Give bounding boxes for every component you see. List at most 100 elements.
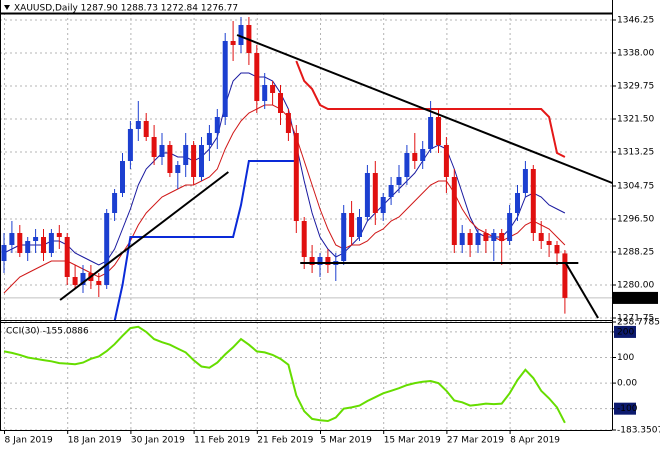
candle-body [499,233,505,241]
candle-body [1,245,7,261]
candle-body [491,233,497,241]
candle-body [530,169,536,233]
candle-body [538,233,544,241]
trendline [564,262,599,319]
candle-body [214,117,220,133]
y-tick-label: 238.7785 [617,318,660,328]
candle-body [301,221,307,257]
y-tick-label: 1338.00 [617,49,654,59]
candle-body [127,129,133,161]
y-tick-label: 1280.00 [617,281,654,291]
candle-body [317,257,323,265]
candle-body [96,281,102,285]
overlay-line [3,72,566,266]
candle-body [396,177,402,185]
candle-body [475,233,481,245]
candle-body [546,241,552,245]
x-tick-label: 30 Jan 2019 [131,436,185,446]
candle-body [230,41,236,45]
x-tick-label: 8 Jan 2019 [5,436,53,446]
candle-body [72,277,78,285]
candle-body [151,137,157,157]
candle-body [104,213,110,285]
y-tick-label: 1304.75 [617,182,654,192]
candle-body [183,145,189,165]
indicator-title: CCI(30) -155.0886 [6,327,89,337]
candle-body [293,133,299,221]
x-tick-label: 18 Jan 2019 [68,436,122,446]
candle-body [191,145,197,177]
candle-body [64,237,70,277]
candle-body [143,121,149,137]
overlay-line [113,160,297,322]
last-price-label: 1276.77 [617,293,654,303]
candle-body [25,241,31,253]
candle-body [443,145,449,177]
marks-layer [1,17,613,424]
trendline [236,34,613,184]
candle-body [562,253,568,298]
y-tick-label: 100 [617,353,634,363]
candle-body [56,233,62,237]
candle-body [380,197,386,213]
y-tick-label: -183.3507 [617,426,660,436]
x-tick-label: 21 Feb 2019 [257,436,313,446]
x-tick-label: 11 Feb 2019 [194,436,250,446]
candle-body [341,213,347,261]
overlay-line [3,104,566,294]
last-price-box [613,291,658,304]
candle-body [309,257,315,265]
candle-body [554,245,560,254]
level-marker [614,402,636,415]
candle-body [80,273,86,285]
candle-body [175,165,181,173]
candle-body [522,169,528,193]
candle-body [167,145,173,173]
candle-body [451,177,457,245]
y-tick-label: 1346.25 [617,16,654,26]
x-tick-label: 5 Mar 2019 [321,436,373,446]
title-icon [4,5,10,10]
candle-body [159,145,165,157]
candle-body [428,117,434,149]
candle-body [199,145,204,177]
indicator-line [3,325,566,424]
candle-body [388,185,394,197]
candle-body [459,233,465,245]
candle-body [372,173,378,213]
y-tick-label: 1296.50 [617,215,654,225]
x-tick-label: 27 Mar 2019 [447,436,504,446]
candle-body [357,217,362,237]
chart-title: XAUUSD,Daily 1287.90 1288.73 1272.84 127… [14,4,238,14]
candle-body [278,93,283,113]
y-tick-label: -100 [617,404,638,414]
x-tick-label: 15 Mar 2019 [384,436,441,446]
candle-body [33,237,39,241]
level-marker [614,325,636,338]
candle-body [515,193,520,213]
x-tick-label: 8 Apr 2019 [510,436,560,446]
y-tick-label: 1321.50 [617,115,654,125]
candle-body [364,173,370,217]
y-tick-label: 200 [617,327,634,337]
candle-body [483,233,489,241]
y-tick-label: 1271.75 [617,314,654,324]
candle-body [285,113,291,133]
candle-body [404,153,410,177]
candle-body [420,149,426,161]
y-tick-label: 1288.25 [617,248,654,258]
candle-body [254,53,260,101]
candle-body [262,85,268,101]
candle-body [41,237,46,253]
trendline [59,171,229,301]
y-tick-label: 0.00 [617,379,637,389]
candle-body [436,117,441,145]
candle-body [325,257,331,265]
candle-body [349,213,355,237]
candle-body [48,233,54,253]
candle-body [120,161,125,193]
candle-body [467,233,473,245]
candle-body [112,193,118,213]
